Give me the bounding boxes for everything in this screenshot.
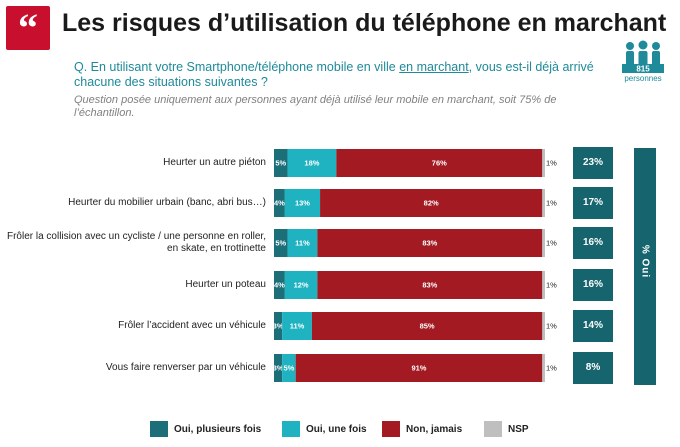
oui-column-label: % Oui (639, 244, 651, 279)
question-underlined: en marchant (399, 60, 469, 74)
data-label-nsp: 1% (546, 322, 557, 331)
question-part-2: , vous est-il déjà arrivé chacune des si… (74, 60, 594, 89)
question-note: Question posée uniquement aux personnes … (74, 94, 557, 119)
sample-number: 815 (636, 65, 650, 74)
bar-oui-plusieurs (274, 354, 283, 382)
oui-total-box: 14% (573, 310, 613, 342)
legend-label: Non, jamais (406, 424, 463, 435)
data-label-non: 91% (411, 364, 426, 373)
bar-oui-une (282, 354, 296, 382)
oui-total-box: 17% (573, 187, 613, 219)
category-label: Vous faire renverser par un véhicule (105, 362, 266, 373)
bar-non (317, 229, 543, 257)
oui-column-header: % Oui (634, 148, 656, 385)
data-label-nsp: 1% (546, 199, 557, 208)
legend-swatch (382, 421, 400, 437)
category-label: Frôler l’accident avec un véhicule (118, 320, 266, 331)
page-title: Les risques d’utilisation du téléphone e… (62, 9, 667, 37)
oui-total-box: 23% (573, 147, 613, 179)
data-label-non: 82% (424, 199, 439, 208)
data-label-nsp: 1% (546, 159, 557, 168)
data-label-non: 83% (422, 281, 437, 290)
bar-nsp (542, 229, 545, 257)
bar-oui-plusieurs (274, 189, 285, 217)
oui-total-box: 16% (573, 227, 613, 259)
sample-unit: personnes (624, 74, 662, 83)
question-text: Q. En utilisant votre Smartphone/télépho… (74, 60, 604, 90)
people-icon: 815 (622, 40, 664, 74)
data-label-nsp: 1% (546, 364, 557, 373)
data-label-oui-plusieurs: 3% (273, 364, 284, 373)
legend-label: NSP (508, 424, 529, 435)
bar-non (317, 271, 543, 299)
bar-nsp (542, 312, 545, 340)
data-label-non: 83% (422, 239, 437, 248)
data-label-oui-une: 5% (283, 364, 294, 373)
category-label: Heurter un poteau (185, 279, 266, 290)
data-label-oui-plusieurs: 5% (275, 239, 286, 248)
data-label-oui-une: 11% (295, 239, 310, 248)
bar-non (311, 312, 543, 340)
bar-oui-plusieurs (274, 149, 288, 177)
bar-nsp (542, 271, 545, 299)
legend-label: Oui, plusieurs fois (174, 424, 262, 435)
bar-oui-plusieurs (274, 312, 283, 340)
category-label: Heurter un autre piéton (163, 157, 266, 168)
bar-nsp (542, 354, 545, 382)
data-label-non: 76% (432, 159, 447, 168)
data-label-nsp: 1% (546, 281, 557, 290)
bar-non (336, 149, 543, 177)
data-label-oui-une: 11% (290, 322, 305, 331)
bar-oui-une (287, 149, 337, 177)
bar-oui-plusieurs (274, 229, 288, 257)
legend: Oui, plusieurs fois Oui, une fois Non, j… (150, 421, 670, 441)
bar-oui-une (282, 312, 312, 340)
data-label-non: 85% (420, 322, 435, 331)
data-label-oui-plusieurs: 3% (273, 322, 284, 331)
bar-non (295, 354, 543, 382)
question-part-1: Q. En utilisant votre Smartphone/télépho… (74, 60, 400, 74)
data-label-oui-plusieurs: 5% (275, 159, 286, 168)
oui-total-box: 16% (573, 269, 613, 301)
bar-non (320, 189, 543, 217)
category-label: Frôler la collision avec un cycliste / u… (6, 231, 266, 254)
data-label-oui-une: 12% (294, 281, 309, 290)
oui-total-box: 8% (573, 352, 613, 384)
data-label-oui-une: 13% (295, 199, 310, 208)
bar-oui-plusieurs (274, 271, 285, 299)
bar-oui-une (284, 189, 321, 217)
legend-label: Oui, une fois (306, 424, 367, 435)
data-label-oui-une: 18% (304, 159, 319, 168)
legend-swatch (282, 421, 300, 437)
data-label-nsp: 1% (546, 239, 557, 248)
bar-oui-une (284, 271, 318, 299)
bar-nsp (542, 149, 545, 177)
bar-nsp (542, 189, 545, 217)
legend-swatch (484, 421, 502, 437)
quote-icon: “ (6, 6, 50, 50)
data-label-oui-plusieurs: 4% (274, 199, 285, 208)
legend-swatch (150, 421, 168, 437)
category-label: Heurter du mobilier urbain (banc, abri b… (68, 197, 266, 208)
bar-oui-une (287, 229, 318, 257)
data-label-oui-plusieurs: 4% (274, 281, 285, 290)
